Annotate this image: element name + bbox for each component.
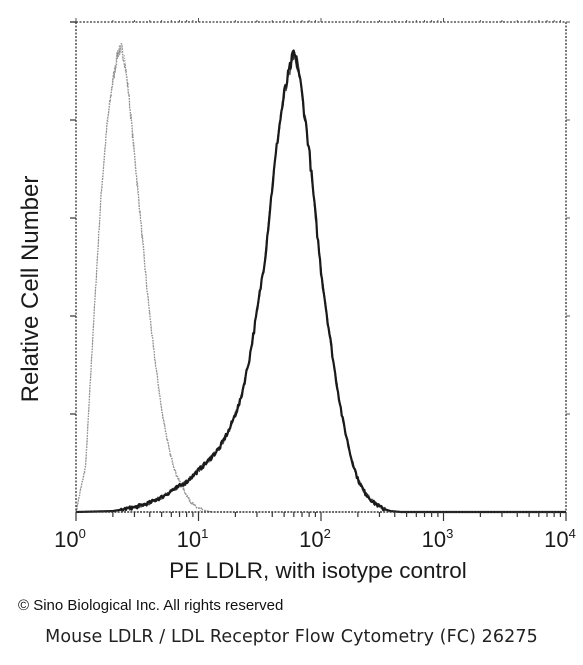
copyright-notice: © Sino Biological Inc. All rights reserv… [18, 597, 284, 614]
series-line-2 [75, 51, 566, 513]
series-line-2 [75, 51, 566, 513]
histogram-curves [75, 42, 567, 514]
series-line-1 [75, 44, 213, 513]
series-line-2 [75, 49, 567, 514]
x-tick-label: 102 [299, 526, 331, 552]
figure-caption: Mouse LDLR / LDL Receptor Flow Cytometry… [45, 627, 538, 647]
x-tick-labels: 100 101 102 103 104 [54, 526, 576, 552]
x-tick-label: 103 [422, 526, 454, 552]
y-axis-label: Relative Cell Number [17, 176, 44, 403]
x-tick-label: 101 [177, 526, 209, 552]
x-tick-label: 100 [54, 526, 86, 552]
x-tick-label: 104 [544, 526, 576, 552]
x-axis-label: PE LDLR, with isotype control [169, 558, 467, 583]
tick-marks [70, 18, 570, 521]
series-line-1 [75, 42, 213, 513]
flow-cytometry-histogram: 100 101 102 103 104 PE LDLR, with isotype co… [17, 18, 576, 583]
